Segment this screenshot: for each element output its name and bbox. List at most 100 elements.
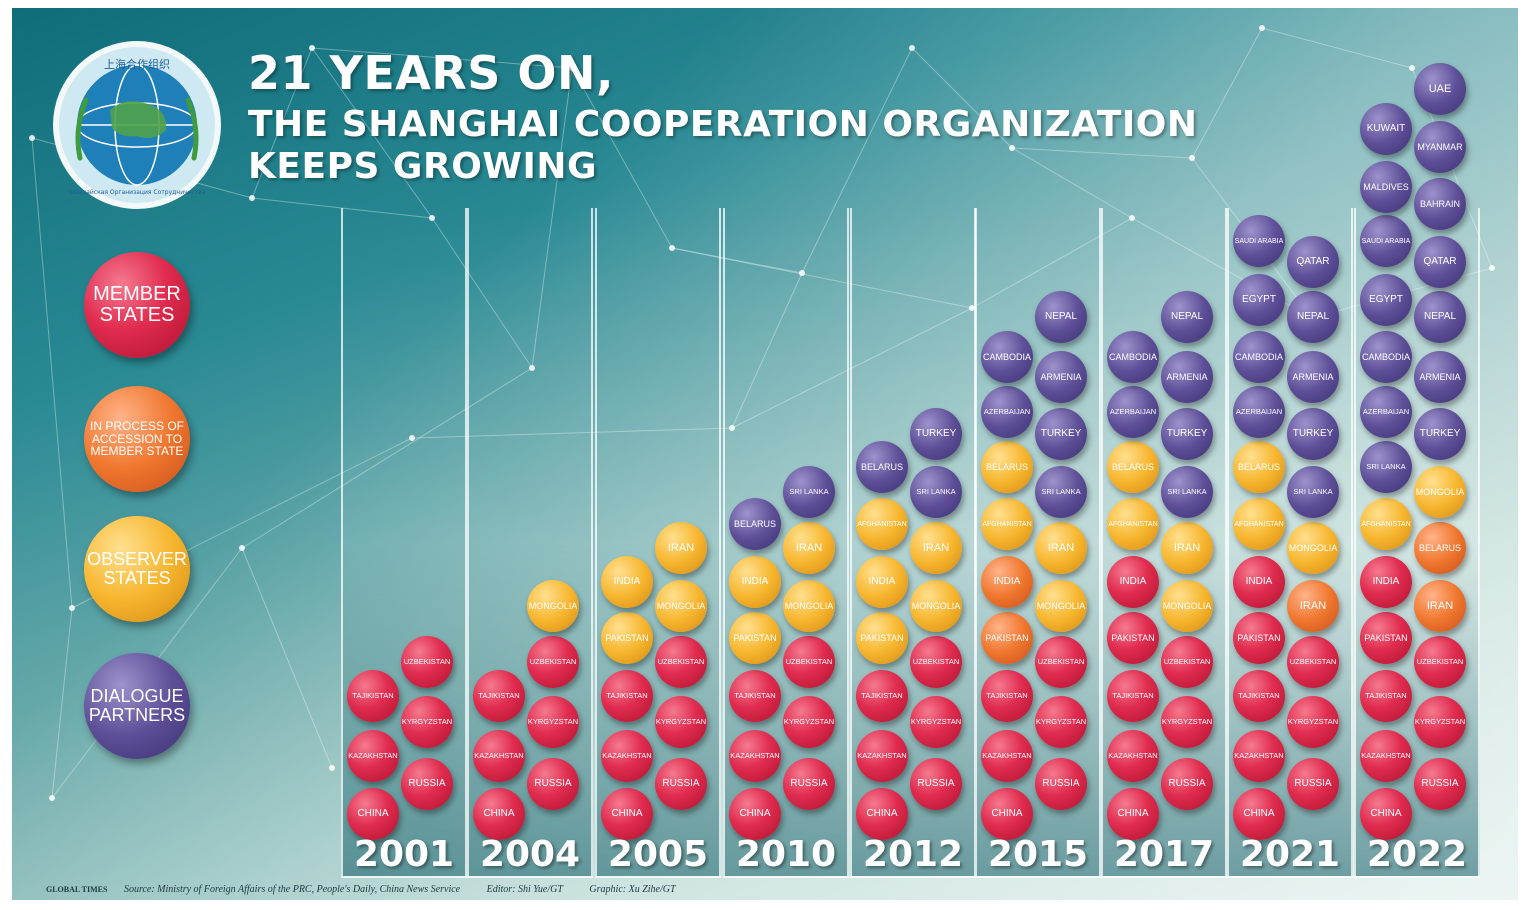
legend-label: IN PROCESS OF ACCESSION TO MEMBER STATE <box>89 419 184 459</box>
network-node <box>49 795 55 801</box>
country-ball: BELARUS <box>1107 441 1159 493</box>
country-ball: NEPAL <box>1161 291 1213 343</box>
country-ball: TURKEY <box>1161 408 1213 460</box>
country-label: INDIA <box>1119 576 1147 587</box>
country-ball: KYRGYZSTAN <box>910 696 962 748</box>
country-ball: MONGOLIA <box>1287 522 1339 574</box>
country-label: CHINA <box>866 808 898 819</box>
country-ball: UZBEKISTAN <box>655 636 707 688</box>
country-ball: RUSSIA <box>527 758 579 810</box>
network-line <box>311 47 573 69</box>
country-label: TURKEY <box>1040 428 1082 439</box>
country-ball: EGYPT <box>1360 274 1412 326</box>
legend-item: MEMBER STATES <box>84 252 190 358</box>
title-line-1: 21 YEARS ON, <box>248 46 615 100</box>
country-label: KAZAKHSTAN <box>474 751 524 761</box>
year-label: 2001 <box>353 834 455 875</box>
country-label: ARMENIA <box>1040 371 1082 382</box>
country-ball: SRI LANKA <box>1360 441 1412 493</box>
country-label: SRI LANKA <box>1293 487 1333 497</box>
network-line <box>1261 27 1413 69</box>
country-label: CHINA <box>611 808 643 819</box>
country-ball: KAZAKHSTAN <box>1360 730 1412 782</box>
network-line <box>241 547 333 769</box>
country-label: SAUDI ARABIA <box>1361 237 1411 245</box>
country-label: MONGOLIA <box>1288 542 1338 553</box>
country-ball: SRI LANKA <box>910 466 962 518</box>
country-label: BELARUS <box>985 461 1029 472</box>
country-ball: INDIA <box>1233 556 1285 608</box>
country-label: PAKISTAN <box>605 632 649 643</box>
country-ball: RUSSIA <box>1414 758 1466 810</box>
country-ball: UZBEKISTAN <box>1414 636 1466 688</box>
country-label: ARMENIA <box>1166 371 1208 382</box>
country-ball: KYRGYZSTAN <box>1414 696 1466 748</box>
country-label: EGYPT <box>1242 294 1276 305</box>
country-ball: PAKISTAN <box>856 612 908 664</box>
country-label: INDIA <box>1372 576 1400 587</box>
network-node <box>569 65 575 71</box>
country-label: CAMBODIA <box>1108 351 1157 362</box>
country-ball: BELARUS <box>981 441 1033 493</box>
country-label: MALDIVES <box>1363 181 1409 192</box>
country-ball: CHINA <box>601 788 653 840</box>
country-label: BELARUS <box>1111 461 1155 472</box>
country-ball: RUSSIA <box>1035 758 1087 810</box>
country-label: KAZAKHSTAN <box>857 751 907 761</box>
country-ball: CAMBODIA <box>1360 331 1412 383</box>
country-label: INDIA <box>993 576 1021 587</box>
country-label: TAJIKISTAN <box>1365 691 1407 701</box>
country-label: ARMENIA <box>1419 371 1461 382</box>
country-ball: TAJIKISTAN <box>347 670 399 722</box>
country-ball: IRAN <box>1414 580 1466 632</box>
country-ball: INDIA <box>601 556 653 608</box>
country-label: RUSSIA <box>662 778 700 789</box>
country-ball: TURKEY <box>1414 408 1466 460</box>
country-ball: UZBEKISTAN <box>1287 636 1339 688</box>
country-ball: CAMBODIA <box>1233 331 1285 383</box>
sco-logo: 上海合作组织 Шанхайская Организация Сотрудниче… <box>53 41 221 209</box>
country-label: INDIA <box>1245 576 1273 587</box>
country-ball: TAJIKISTAN <box>1360 670 1412 722</box>
country-label: TURKEY <box>1419 428 1461 439</box>
country-label: INDIA <box>613 576 641 587</box>
country-label: UZBEKISTAN <box>785 657 833 667</box>
legend-label: DIALOGUE PARTNERS <box>88 686 186 725</box>
country-ball: ARMENIA <box>1414 351 1466 403</box>
country-ball: INDIA <box>856 556 908 608</box>
country-ball: QATAR <box>1414 236 1466 288</box>
country-ball: AFGHANISTAN <box>1233 498 1285 550</box>
country-ball: IRAN <box>655 522 707 574</box>
country-label: RUSSIA <box>1042 778 1080 789</box>
country-ball: SRI LANKA <box>1161 466 1213 518</box>
country-label: CAMBODIA <box>1361 351 1410 362</box>
country-ball: KAZAKHSTAN <box>981 730 1033 782</box>
country-ball: TAJIKISTAN <box>856 670 908 722</box>
country-ball: KYRGYZSTAN <box>1035 696 1087 748</box>
country-ball: RUSSIA <box>655 758 707 810</box>
country-ball: IRAN <box>1161 522 1213 574</box>
network-line <box>251 47 313 199</box>
country-label: TAJIKISTAN <box>1238 691 1280 701</box>
country-label: TAJIKISTAN <box>478 691 520 701</box>
network-node <box>239 545 245 551</box>
network-node <box>1189 155 1195 161</box>
country-label: NEPAL <box>1296 311 1330 322</box>
country-ball: INDIA <box>1107 556 1159 608</box>
country-label: RUSSIA <box>534 778 572 789</box>
logo-russian-text: Шанхайская Организация Сотрудничества <box>69 189 206 196</box>
country-label: AFGHANISTAN <box>982 520 1032 528</box>
country-label: RUSSIA <box>408 778 446 789</box>
country-label: SRI LANKA <box>916 487 956 497</box>
country-label: RUSSIA <box>1294 778 1332 789</box>
country-ball: UZBEKISTAN <box>527 636 579 688</box>
country-label: AFGHANISTAN <box>1234 520 1284 528</box>
country-label: KYRGYZSTAN <box>1287 717 1339 727</box>
country-ball: TURKEY <box>910 408 962 460</box>
country-label: KYRGYZSTAN <box>401 717 453 727</box>
country-label: CHINA <box>991 808 1023 819</box>
country-label: CHINA <box>739 808 771 819</box>
country-label: NEPAL <box>1423 311 1457 322</box>
country-label: BELARUS <box>860 461 904 472</box>
country-label: KAZAKHSTAN <box>1108 751 1158 761</box>
